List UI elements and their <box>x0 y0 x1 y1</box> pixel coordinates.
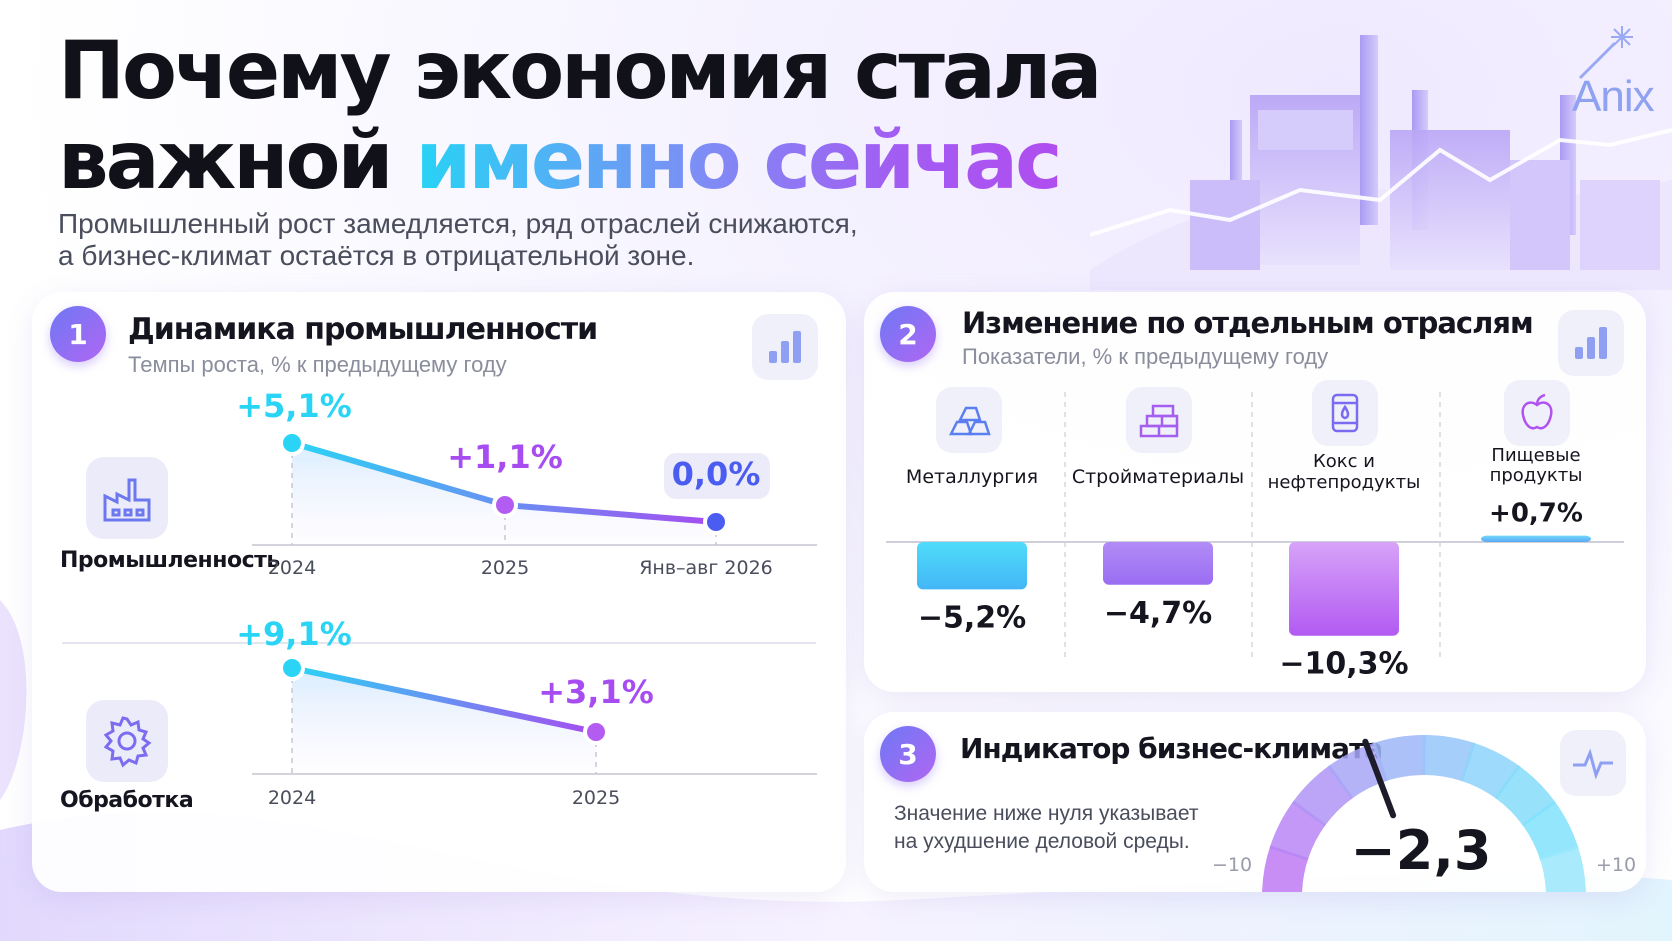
panel3-title: Индикатор бизнес-климата <box>960 732 1383 765</box>
gauge-max-label: +10 <box>1596 854 1636 876</box>
subtitle-line1: Промышленный рост замедляется, ряд отрас… <box>58 208 858 239</box>
panel3-description: Значение ниже нуля указывает на ухудшени… <box>894 800 1198 856</box>
page-subtitle: Промышленный рост замедляется, ряд отрас… <box>58 208 858 272</box>
row-divider <box>62 642 816 644</box>
panel1-subtitle: Темпы роста, % к предыдущему году <box>128 352 507 377</box>
data-label: +1,1% <box>447 438 563 476</box>
bar <box>1481 535 1591 542</box>
panel2-number-badge: 2 <box>880 306 936 362</box>
title-line2-highlight: именно сейчас <box>415 114 1062 207</box>
panel2-subtitle: Показатели, % к предыдущему году <box>962 344 1329 369</box>
data-point <box>583 719 609 745</box>
bar-chart-icon <box>1558 310 1624 376</box>
tick-label: 2025 <box>481 557 529 579</box>
sector-label: Металлургия <box>906 466 1038 488</box>
data-point <box>703 509 729 535</box>
gauge-segment <box>1539 845 1586 892</box>
data-label: +5,1% <box>236 387 352 425</box>
data-label: +9,1% <box>236 615 352 653</box>
sector-label-line1: Пищевые <box>1491 445 1580 466</box>
tick-label: 2025 <box>572 787 620 809</box>
sector-label: Стройматериалы <box>1072 466 1244 488</box>
apple-icon <box>1504 380 1570 446</box>
panel1-number-badge: 1 <box>50 306 106 362</box>
data-label: 0,0% <box>672 455 761 493</box>
data-point <box>492 491 518 518</box>
subtitle-line2: а бизнес-климат остаётся в отрицательной… <box>58 240 695 271</box>
line-area <box>292 443 716 545</box>
bar-value-label: −4,7% <box>1104 596 1212 631</box>
gauge-value: −2,3 <box>1351 819 1492 882</box>
ingots-icon <box>936 387 1002 453</box>
data-point <box>279 655 305 681</box>
chart-sectors: Металлургия Стройматериалы Кокс инефтепрод… <box>886 392 1624 682</box>
panel2-title: Изменение по отдельным отраслям <box>962 306 1534 340</box>
logo-wand-icon <box>1578 26 1633 80</box>
panel3-number-badge: 3 <box>880 726 936 782</box>
tick-label: Янв–авг 2026 <box>639 557 773 579</box>
gauge-segment <box>1422 735 1476 782</box>
gauge-segment <box>1521 800 1579 861</box>
bar <box>1103 542 1213 585</box>
row-label-industry: Промышленность <box>60 548 280 573</box>
bar-chart-icon <box>752 314 818 380</box>
logo-text: Anix <box>1572 72 1655 121</box>
panel-industry-dynamics: 1 Динамика промышленности Темпы роста, %… <box>32 292 846 892</box>
gauge-needle <box>1362 738 1397 819</box>
bar-value-label: −5,2% <box>918 600 1026 635</box>
panel3-desc-line1: Значение ниже нуля указывает <box>894 802 1199 825</box>
data-point <box>279 430 305 456</box>
data-label: +3,1% <box>538 673 654 711</box>
pulse-icon <box>1560 730 1626 796</box>
gauge-segment <box>1372 735 1426 782</box>
panel1-title: Динамика промышленности <box>128 312 598 347</box>
factory-icon <box>86 457 168 539</box>
title-line1: Почему экономия стала <box>58 24 1102 117</box>
panel-sectors: 2 Изменение по отдельным отраслям Показа… <box>864 292 1646 692</box>
sector-label-line2: нефтепродукты <box>1268 472 1421 493</box>
series-line <box>289 665 599 735</box>
business-climate-gauge: −2,3 −10 +10 <box>1212 735 1636 892</box>
tick-label: 2024 <box>268 557 316 579</box>
panel3-desc-line2: на ухудшение деловой среды. <box>894 830 1190 853</box>
factory-illustration <box>1090 35 1672 290</box>
panel-business-climate: 3 Индикатор бизнес-климата Значение ниже… <box>864 712 1646 892</box>
title-line2-plain: важной <box>58 114 394 207</box>
oil-barrel-icon <box>1312 380 1378 446</box>
bar-value-label: +0,7% <box>1489 499 1583 529</box>
bricks-icon <box>1126 387 1192 453</box>
sector-label-line1: Кокс и <box>1313 451 1375 472</box>
bar-value-label: −10,3% <box>1279 647 1408 682</box>
data-label-box <box>664 453 770 499</box>
page-title: Почему экономия стала важной именно сейч… <box>58 24 1102 207</box>
sector-label-line2: продукты <box>1490 465 1583 486</box>
row-label-manufacturing: Обработка <box>60 788 194 813</box>
gear-icon <box>86 700 168 782</box>
line-area <box>292 668 596 774</box>
bar <box>917 542 1027 590</box>
chart-industry: +5,1% 2024 +1,1% 2025 0,0% Янв–авг 2026 +9,1% 2… <box>236 387 817 809</box>
bar <box>1289 542 1399 636</box>
gauge-min-label: −10 <box>1212 854 1252 876</box>
tick-label: 2024 <box>268 787 316 809</box>
